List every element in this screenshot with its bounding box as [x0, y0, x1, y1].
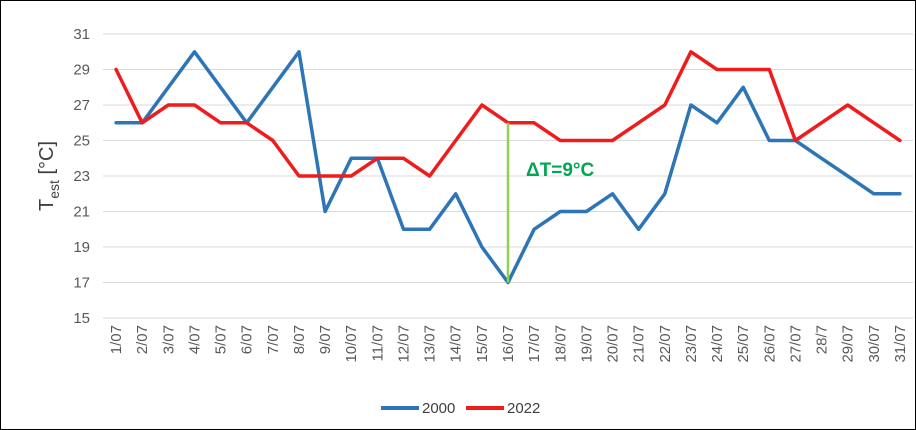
y-tick-label: 31	[73, 26, 90, 43]
x-tick-label: 9/07	[317, 325, 334, 354]
x-tick-label: 29/07	[840, 325, 857, 363]
x-tick-label: 23/07	[683, 325, 700, 363]
x-tick-label: 4/07	[186, 325, 203, 354]
x-tick-label: 30/07	[866, 325, 883, 363]
y-tick-label: 21	[73, 204, 90, 221]
x-tick-label: 11/07	[369, 325, 386, 361]
x-tick-label: 15/07	[474, 325, 491, 363]
y-tick-label: 29	[73, 62, 90, 79]
x-tick-label: 8/07	[291, 325, 308, 354]
x-tick-label: 6/07	[239, 325, 256, 354]
x-tick-label: 3/07	[160, 325, 177, 354]
y-tick-label: 15	[73, 310, 90, 327]
legend-label-2000: 2000	[422, 400, 455, 417]
x-tick-label: 7/07	[265, 325, 282, 354]
x-tick-label: 5/07	[213, 325, 230, 354]
delta-annotation: ΔT=9°C	[506, 122, 595, 283]
x-tick-label: 16/07	[500, 325, 517, 363]
y-tick-labels: 15 17 19 21 23 25 27 29 31	[73, 26, 90, 327]
y-tick-label: 17	[73, 275, 90, 292]
x-tick-label: 18/07	[552, 325, 569, 363]
x-tick-label: 12/07	[395, 325, 412, 363]
x-tick-label: 28/7	[814, 325, 831, 354]
delta-label: ΔT=9°C	[526, 160, 595, 181]
x-tick-label: 2/07	[134, 325, 151, 354]
x-tick-label: 13/07	[422, 325, 439, 363]
x-tick-label: 31/07	[892, 325, 909, 363]
legend: 2000 2022	[381, 400, 540, 417]
x-tick-label: 14/07	[448, 325, 465, 363]
y-tick-label: 27	[73, 97, 90, 114]
x-tick-label: 17/07	[526, 325, 543, 363]
y-axis-title: Test [°C]	[36, 141, 62, 211]
x-tick-label: 1/07	[108, 325, 125, 354]
x-tick-label: 10/07	[343, 325, 360, 363]
x-tick-label: 21/07	[631, 325, 648, 363]
y-tick-label: 23	[73, 168, 90, 185]
x-tick-label: 19/07	[578, 325, 595, 363]
x-tick-label: 27/07	[787, 325, 804, 363]
legend-label-2022: 2022	[507, 400, 540, 417]
y-tick-label: 25	[73, 133, 90, 150]
y-tick-label: 19	[73, 239, 90, 256]
x-tick-label: 22/07	[657, 325, 674, 363]
x-tick-label: 20/07	[605, 325, 622, 363]
x-tick-label: 25/07	[735, 325, 752, 363]
x-tick-label: 26/07	[761, 325, 778, 363]
x-tick-labels: 1/07 2/07 3/07 4/07 5/07 6/07 7/07 8/07 9/07 10/0…	[108, 325, 909, 363]
x-tick-label: 24/07	[709, 325, 726, 363]
